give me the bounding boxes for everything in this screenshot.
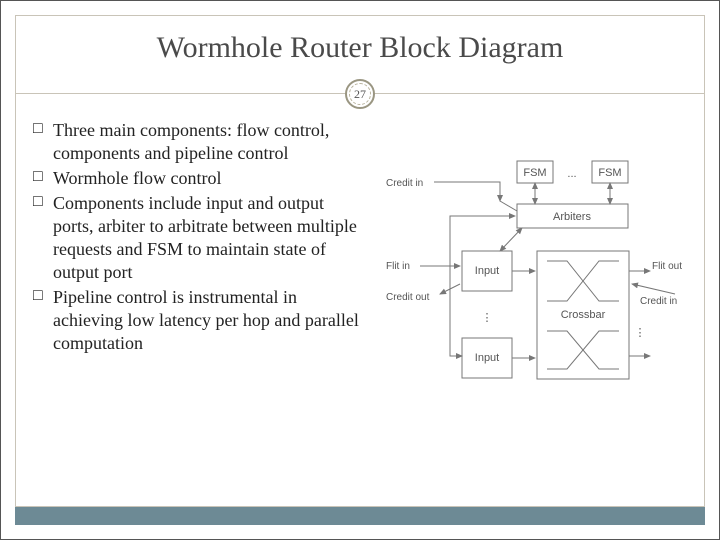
- label-input2: Input: [475, 352, 499, 364]
- label-fsm2: FSM: [598, 167, 621, 179]
- bullet-item: Three main components: flow control, com…: [33, 119, 363, 165]
- bullet-item: Components include input and output port…: [33, 192, 363, 284]
- label-crossbar: Crossbar: [561, 309, 606, 321]
- edge-credit-arb: [500, 201, 517, 211]
- page-number-badge: 27: [345, 79, 375, 109]
- label-credit-in-top: Credit in: [386, 178, 423, 189]
- bullet-item: Pipeline control is instrumental in achi…: [33, 286, 363, 355]
- arrow-credit-in-right: [632, 284, 675, 294]
- footer-bar: [15, 507, 705, 525]
- arrow-credit-in-top: [434, 182, 500, 201]
- ellipsis-outputs: ⋮: [635, 327, 646, 339]
- label-input1: Input: [475, 265, 499, 277]
- bullet-item: Wormhole flow control: [33, 167, 363, 190]
- ellipsis-inputs: ⋮: [482, 312, 493, 324]
- label-arbiters: Arbiters: [553, 211, 591, 223]
- slide: Wormhole Router Block Diagram 27 Three m…: [0, 0, 720, 540]
- edge-in1-arb: [500, 228, 522, 251]
- slide-title: Wormhole Router Block Diagram: [1, 31, 719, 65]
- page-number: 27: [349, 83, 371, 105]
- label-flit-out: Flit out: [652, 261, 682, 272]
- label-credit-in-right: Credit in: [640, 296, 677, 307]
- label-fsm1: FSM: [523, 167, 546, 179]
- label-credit-out: Credit out: [386, 292, 430, 303]
- bullet-list: Three main components: flow control, com…: [33, 119, 363, 357]
- ellipsis-fsm: ...: [567, 168, 576, 180]
- block-diagram: FSM ... FSM Arbiters Credit in Input Inp…: [382, 156, 687, 391]
- label-flit-in: Flit in: [386, 261, 410, 272]
